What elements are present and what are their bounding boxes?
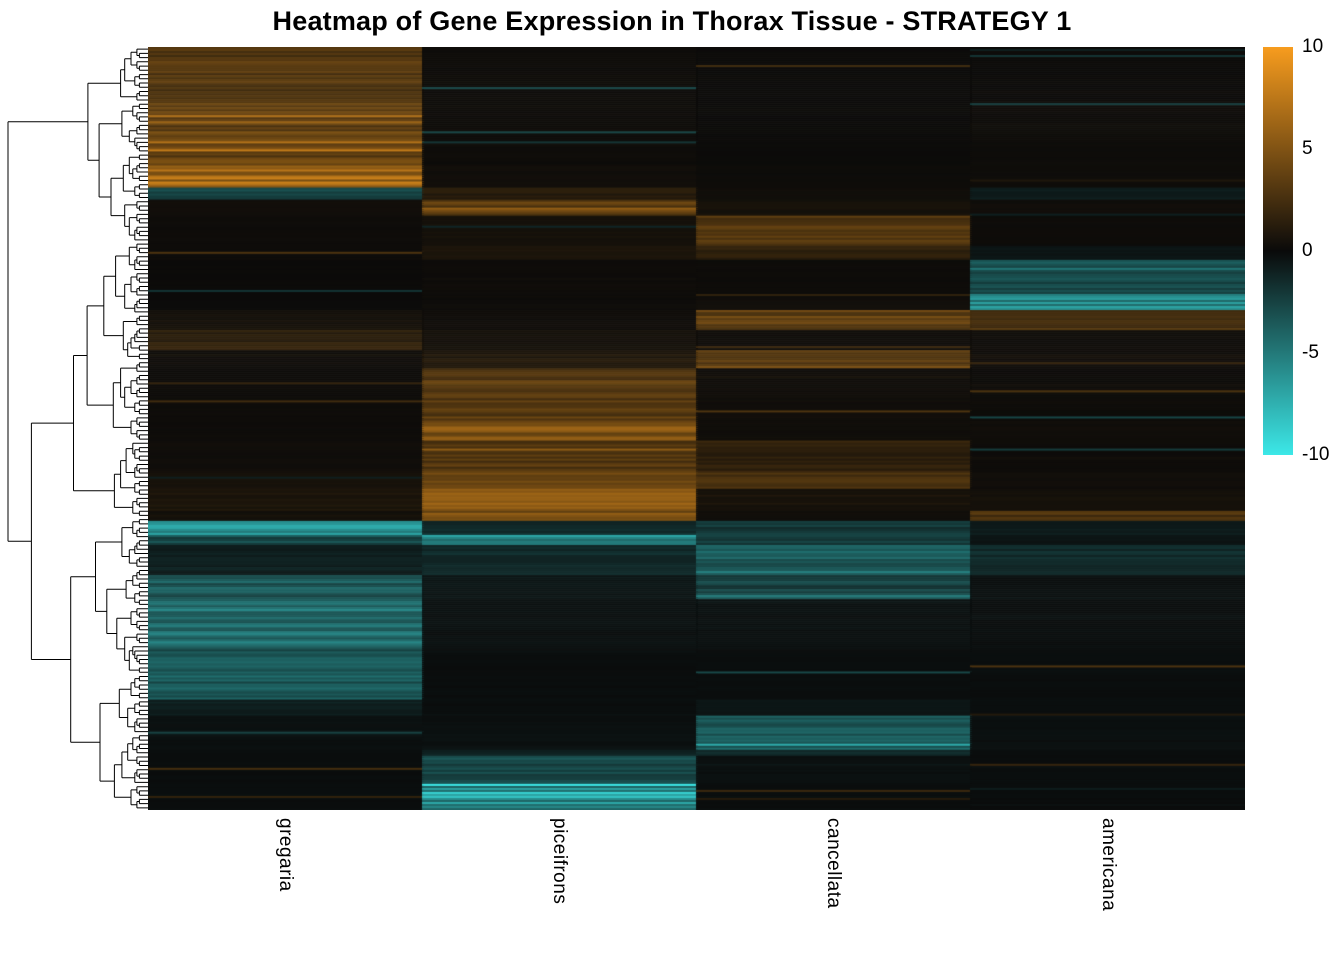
column-label-cancellata: cancellata [823, 818, 844, 909]
column-label-piceifrons: piceifrons [549, 818, 570, 905]
colorbar-tick-0: 0 [1302, 240, 1313, 261]
colorbar-gradient [1263, 47, 1293, 455]
column-label-americana: americana [1098, 818, 1119, 912]
column-label-gregaria: gregaria [275, 818, 296, 892]
heatmap-canvas [148, 47, 1245, 810]
colorbar-tick-neg5: -5 [1302, 342, 1319, 363]
row-dendrogram [7, 48, 148, 809]
colorbar-tick-neg10: -10 [1302, 444, 1330, 465]
chart-title: Heatmap of Gene Expression in Thorax Tis… [272, 6, 1072, 36]
colorbar-tick-5: 5 [1302, 138, 1313, 159]
colorbar-tick-10: 10 [1302, 36, 1324, 57]
